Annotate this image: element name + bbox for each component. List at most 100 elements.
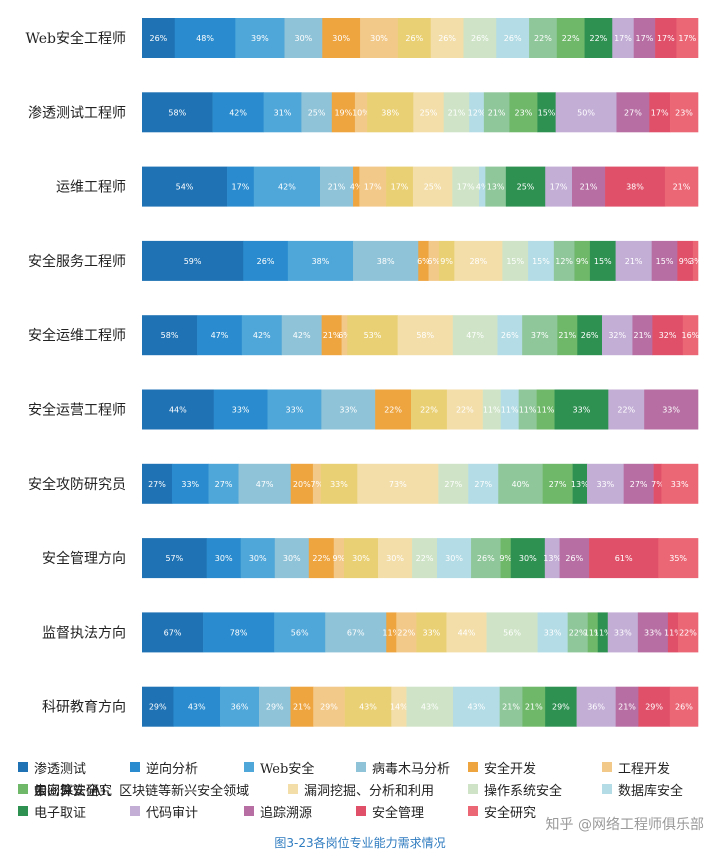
data-label: 21% xyxy=(502,703,520,712)
data-label: 22% xyxy=(590,34,608,43)
data-label: 17% xyxy=(232,183,250,192)
bar-segment xyxy=(353,166,360,207)
data-label: 32% xyxy=(608,331,626,340)
data-label: 40% xyxy=(512,480,530,489)
data-label: 25% xyxy=(420,108,438,117)
bar-segment xyxy=(509,92,538,133)
bar-segment xyxy=(479,166,486,207)
category-label: 安全运维工程师 xyxy=(28,327,126,344)
data-label: 21% xyxy=(558,331,576,340)
bar-segment xyxy=(677,612,699,653)
bar-segment xyxy=(142,538,207,579)
data-label: 33% xyxy=(232,406,250,415)
legend-swatch xyxy=(602,784,612,794)
data-label: 27% xyxy=(624,108,642,117)
data-label: 38% xyxy=(381,108,399,117)
bar-segment xyxy=(518,389,537,430)
legend-item: 渗透测试 xyxy=(18,758,86,777)
bar-segment xyxy=(536,389,555,430)
bar-segment xyxy=(537,92,556,133)
data-label: 33% xyxy=(614,628,632,637)
bar-segment xyxy=(354,92,368,133)
data-label: 30% xyxy=(332,34,350,43)
bar-segment xyxy=(321,315,342,356)
data-label: 23% xyxy=(675,108,693,117)
bar-segment xyxy=(555,92,617,133)
data-label: 42% xyxy=(278,183,296,192)
data-label: 26% xyxy=(501,331,519,340)
data-label: 29% xyxy=(320,703,338,712)
bar-segment xyxy=(559,538,590,579)
data-label: 22% xyxy=(534,34,552,43)
data-label: 30% xyxy=(445,554,463,563)
bar-segment xyxy=(313,686,345,727)
data-label: 26% xyxy=(581,331,599,340)
data-label: 12% xyxy=(555,257,573,266)
data-label: 9% xyxy=(499,554,512,563)
data-label: 15% xyxy=(656,257,674,266)
data-label: 26% xyxy=(257,257,275,266)
bar-segment xyxy=(584,18,613,58)
data-label: 25% xyxy=(308,108,326,117)
legend-swatch xyxy=(356,762,366,772)
data-label: 38% xyxy=(312,257,330,266)
data-label: 13% xyxy=(543,554,561,563)
bar-segment xyxy=(301,92,333,133)
data-label: 61% xyxy=(615,554,633,563)
data-label: 30% xyxy=(215,554,233,563)
category-label: Web安全工程师 xyxy=(26,30,127,47)
legend-label: Web安全 xyxy=(260,761,315,777)
legend-item: 加密算法研究 xyxy=(18,780,112,799)
data-label: 22% xyxy=(679,628,697,637)
legend-label: 逆向分析 xyxy=(146,761,199,777)
bar-segment xyxy=(416,612,447,653)
bar-segment xyxy=(545,166,573,207)
bar-segment xyxy=(274,538,310,579)
legend-label: 安全研究 xyxy=(484,805,537,821)
data-label: 29% xyxy=(266,703,284,712)
data-label: 7% xyxy=(651,480,664,489)
data-label: 22% xyxy=(562,34,580,43)
bar-segment xyxy=(391,686,407,727)
bar-segment xyxy=(438,240,455,281)
data-label: 20% xyxy=(293,480,311,489)
data-label: 23% xyxy=(515,108,533,117)
bar-segment xyxy=(142,166,228,207)
data-label: 27% xyxy=(630,480,648,489)
bar-segment xyxy=(238,463,292,504)
data-label: 32% xyxy=(659,331,677,340)
data-label: 58% xyxy=(168,108,186,117)
data-label: 30% xyxy=(249,554,267,563)
bar-segment xyxy=(443,92,470,133)
data-label: 17% xyxy=(678,34,696,43)
bar-segment xyxy=(446,389,484,430)
legend-item: 安全研究 xyxy=(468,802,536,821)
bar-segment xyxy=(505,166,546,207)
watermark: 知乎 @网络工程师俱乐部 xyxy=(545,817,704,833)
bar-segment xyxy=(572,463,588,504)
data-label: 22% xyxy=(617,406,635,415)
data-label: 30% xyxy=(352,554,370,563)
data-label: 17% xyxy=(636,34,654,43)
bar-segment xyxy=(637,612,669,653)
data-label: 28% xyxy=(469,257,487,266)
data-label: 27% xyxy=(444,480,462,489)
data-label: 57% xyxy=(165,554,183,563)
data-label: 9% xyxy=(576,257,589,266)
bar-segment xyxy=(612,18,635,58)
legend-label: 加密算法研究 xyxy=(34,783,113,799)
bar-segment xyxy=(406,686,454,727)
legend-swatch xyxy=(468,784,478,794)
data-label: 19% xyxy=(334,108,352,117)
bar-segment xyxy=(290,686,314,727)
bar-segment xyxy=(499,686,523,727)
data-label: 21% xyxy=(323,331,341,340)
legend-label: 中间件安全 xyxy=(34,783,100,799)
bar-segment xyxy=(319,166,354,207)
data-label: 26% xyxy=(149,34,167,43)
bar-segment xyxy=(658,538,699,579)
data-label: 13% xyxy=(571,480,589,489)
bar-segment xyxy=(682,315,699,356)
data-label: 17% xyxy=(364,183,382,192)
bar-segment xyxy=(469,92,485,133)
